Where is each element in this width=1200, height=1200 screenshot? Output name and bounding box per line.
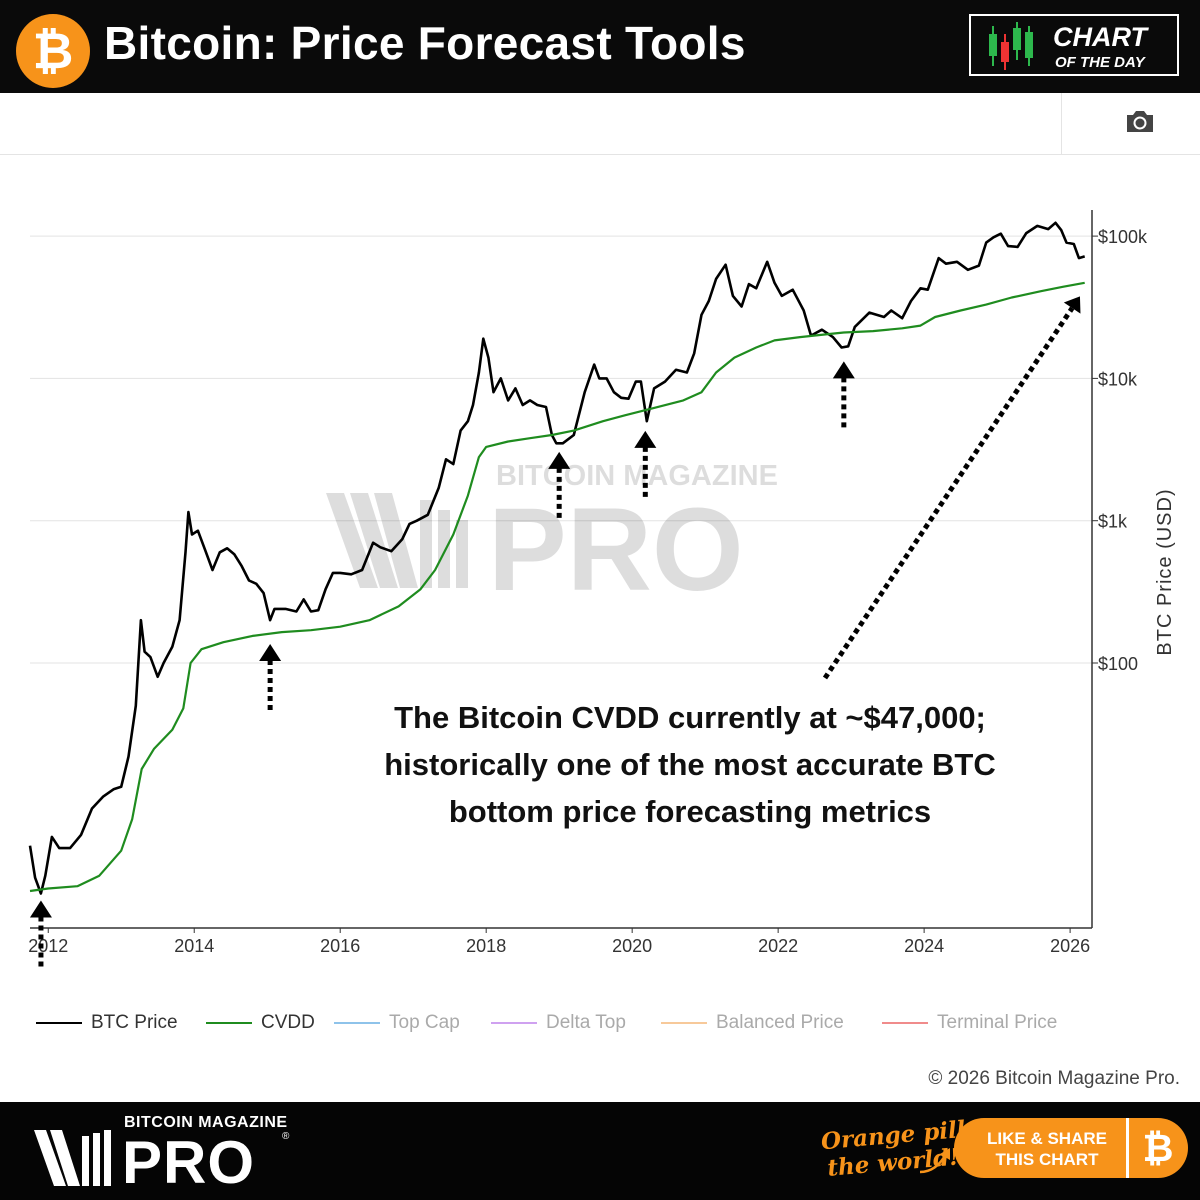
series-line-btc-price bbox=[28, 221, 1086, 895]
page-title: Bitcoin: Price Forecast Tools bbox=[104, 17, 746, 69]
badge-line2: OF THE DAY bbox=[1055, 54, 1145, 71]
chart-of-the-day-badge: CHART OF THE DAY bbox=[969, 14, 1179, 76]
candlestick-icon bbox=[989, 22, 1033, 70]
header-bar: ₿ Bitcoin: Price Forecast Tools CHART OF… bbox=[0, 0, 1200, 93]
share-separator bbox=[1126, 1118, 1129, 1178]
x-tick-label: 2012 bbox=[28, 936, 68, 956]
x-tick-label: 2020 bbox=[612, 936, 652, 956]
annotation-line: historically one of the most accurate BT… bbox=[384, 747, 996, 782]
watermark-small: BITCOIN MAGAZINE bbox=[496, 460, 778, 492]
chart-series bbox=[28, 221, 1086, 895]
y-tick-label: $1k bbox=[1098, 512, 1128, 532]
chart-annotation: The Bitcoin CVDD currently at ~$47,000; h… bbox=[384, 700, 996, 829]
legend-swatch bbox=[661, 1022, 707, 1024]
legend-swatch bbox=[491, 1022, 537, 1024]
legend-label: Top Cap bbox=[389, 1012, 460, 1033]
share-line2: THIS CHART bbox=[995, 1150, 1099, 1169]
chart-toolbar bbox=[0, 93, 1200, 155]
bitcoin-icon: ₿ bbox=[1142, 1126, 1174, 1170]
annotation-line: The Bitcoin CVDD currently at ~$47,000; bbox=[394, 700, 986, 735]
arrow-head bbox=[548, 451, 571, 469]
bitcoin-logo-icon: ₿ bbox=[16, 14, 90, 88]
like-share-button[interactable]: LIKE & SHARE THIS CHART ₿ bbox=[954, 1118, 1188, 1178]
footer-brand-small: BITCOIN MAGAZINE bbox=[124, 1114, 288, 1131]
series-line-cvdd bbox=[29, 281, 1085, 893]
y-axis-label: BTC Price (USD) bbox=[1154, 488, 1176, 655]
x-tick-label: 2026 bbox=[1050, 936, 1090, 956]
legend-label: BTC Price bbox=[91, 1012, 178, 1033]
x-tick-label: 2014 bbox=[174, 936, 214, 956]
legend-swatch bbox=[334, 1022, 380, 1024]
watermark: BITCOIN MAGAZINE PRO bbox=[326, 460, 778, 616]
chart-grid bbox=[30, 235, 1092, 664]
footer-bar: BITCOIN MAGAZINE PRO ® Orange pill the w… bbox=[0, 1102, 1200, 1200]
legend-label: Delta Top bbox=[546, 1012, 626, 1033]
camera-icon[interactable] bbox=[1124, 106, 1156, 136]
arrow-head bbox=[832, 361, 855, 379]
chart-arrows bbox=[29, 296, 1081, 969]
brand-bars-icon bbox=[34, 1130, 111, 1186]
registered-mark: ® bbox=[282, 1131, 290, 1142]
chart-area: BITCOIN MAGAZINE PRO $100 $1k $10k $100k 201… bbox=[28, 210, 1176, 969]
annotation-line: bottom price forecasting metrics bbox=[449, 794, 931, 829]
x-tick-label: 2024 bbox=[904, 936, 944, 956]
legend-label: CVDD bbox=[261, 1012, 315, 1033]
x-tick-label: 2018 bbox=[466, 936, 506, 956]
legend-swatch bbox=[36, 1022, 82, 1024]
y-tick-label: $100 bbox=[1098, 654, 1138, 674]
badge-line1: CHART bbox=[1053, 22, 1147, 52]
arrow-head bbox=[259, 644, 282, 662]
arrow-head bbox=[1063, 296, 1081, 314]
y-tick-label: $100k bbox=[1098, 227, 1148, 247]
chart-axes: $100 $1k $10k $100k 2012 2014 2016 2018 2020 2022… bbox=[28, 210, 1148, 956]
legend-label: Terminal Price bbox=[937, 1012, 1058, 1033]
curved-arrow-icon bbox=[919, 1148, 950, 1174]
y-tick-label: $10k bbox=[1098, 369, 1138, 389]
x-tick-label: 2016 bbox=[320, 936, 360, 956]
copyright-text: © 2026 Bitcoin Magazine Pro. bbox=[928, 1068, 1180, 1089]
watermark-big: PRO bbox=[488, 484, 744, 616]
legend-swatch bbox=[882, 1022, 928, 1024]
share-line1: LIKE & SHARE bbox=[987, 1129, 1107, 1148]
toolbar-divider bbox=[1061, 93, 1062, 155]
arrow-head bbox=[29, 900, 52, 918]
legend-swatch bbox=[206, 1022, 252, 1024]
diagonal-arrow bbox=[822, 306, 1075, 680]
footer-brand-big: PRO bbox=[122, 1129, 256, 1196]
watermark-bars-icon bbox=[326, 493, 468, 588]
legend-label: Balanced Price bbox=[716, 1012, 844, 1033]
arrow-head bbox=[634, 430, 657, 448]
x-tick-label: 2022 bbox=[758, 936, 798, 956]
